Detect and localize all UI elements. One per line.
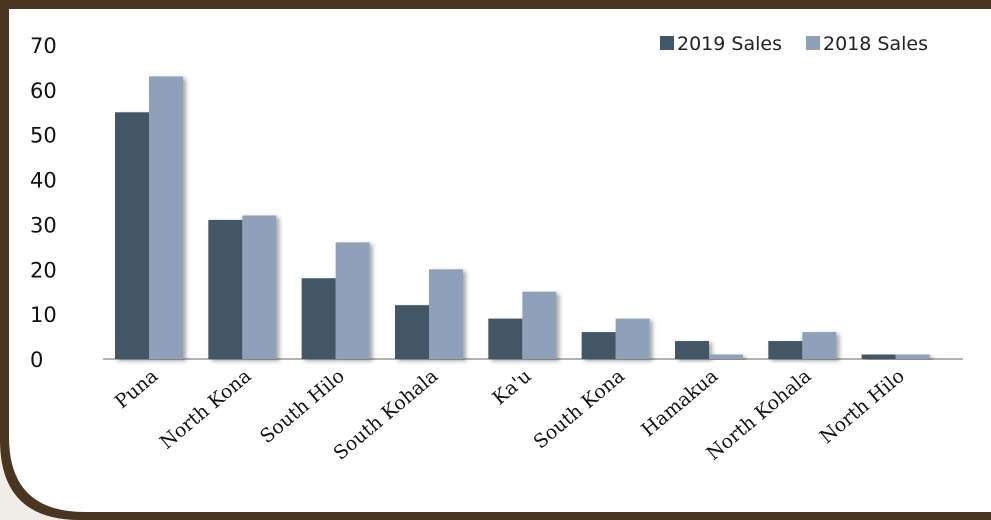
y-tick-label: 30 — [30, 213, 57, 237]
bar-2019-south-kona — [581, 332, 616, 359]
bar-2019-north-kohala — [768, 341, 803, 359]
bar-2018-south-hilo — [335, 242, 370, 359]
bar-2019-ka-u — [488, 318, 523, 359]
bar-2019-puna — [115, 112, 149, 360]
bar-2019-north-kona — [208, 219, 243, 359]
legend: 2019 Sales 2018 Sales — [660, 33, 928, 55]
y-tick-label: 20 — [30, 258, 57, 282]
bar-2019-north-hilo — [861, 354, 896, 359]
legend-swatch-2019 — [660, 36, 674, 50]
legend-label-2019: 2019 Sales — [677, 33, 782, 55]
y-tick-label: 0 — [30, 348, 43, 372]
y-axis-ticks: 0 10 20 30 40 50 60 70 — [30, 34, 57, 372]
bar-2018-north-kohala — [802, 332, 837, 359]
bar-2018-north-hilo — [895, 354, 930, 359]
y-tick-label: 10 — [30, 303, 57, 327]
y-tick-label: 60 — [30, 79, 57, 103]
y-tick-label: 70 — [30, 34, 57, 58]
chart-background — [9, 9, 991, 512]
bar-2018-ka-u — [522, 291, 557, 359]
y-tick-label: 50 — [30, 124, 57, 148]
bar-2019-south-hilo — [301, 278, 336, 359]
bar-2018-south-kohala — [429, 269, 463, 359]
bar-2018-puna — [149, 76, 183, 360]
bar-2018-hamakua — [709, 354, 743, 359]
legend-label-2018: 2018 Sales — [823, 33, 928, 55]
bar-2019-hamakua — [675, 341, 709, 359]
bars-group — [115, 76, 930, 360]
bar-2018-north-kona — [242, 215, 277, 359]
y-tick-label: 40 — [30, 169, 57, 193]
bar-2019-south-kohala — [395, 305, 429, 359]
legend-swatch-2018 — [806, 36, 820, 50]
bar-2018-south-kona — [615, 318, 650, 359]
